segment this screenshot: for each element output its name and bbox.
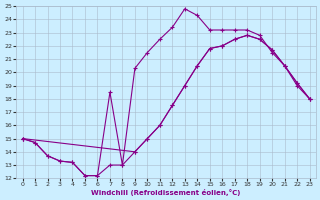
X-axis label: Windchill (Refroidissement éolien,°C): Windchill (Refroidissement éolien,°C) [92,189,241,196]
